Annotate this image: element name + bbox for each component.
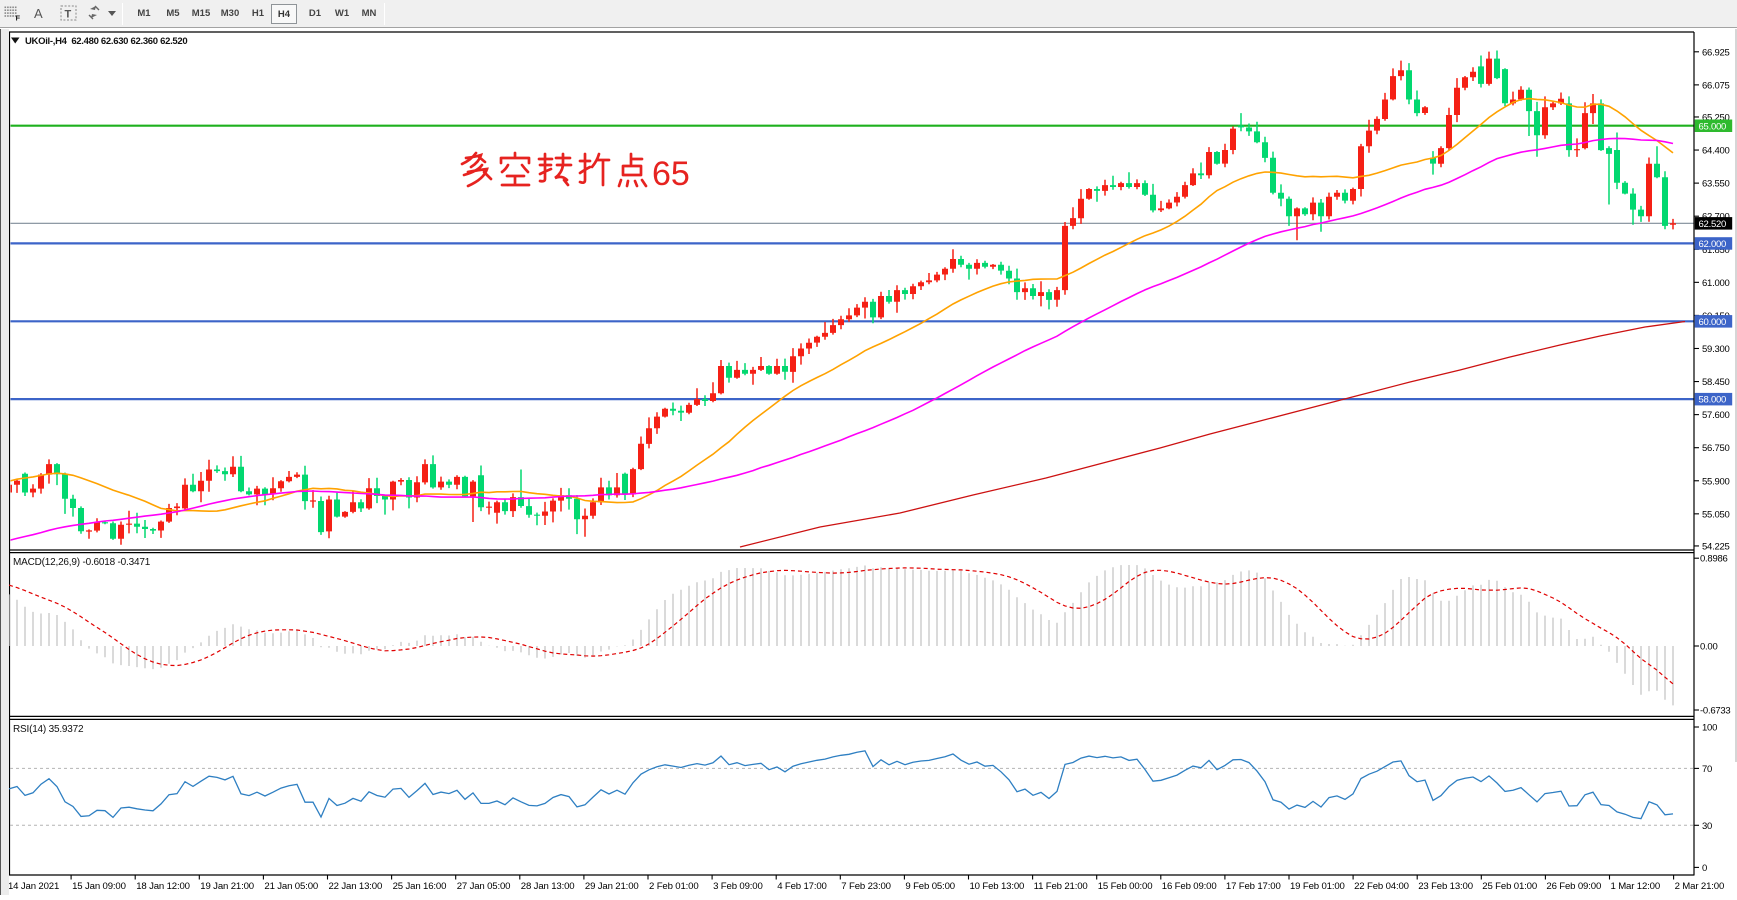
svg-text:22 Feb 04:00: 22 Feb 04:00 xyxy=(1354,881,1409,892)
svg-text:62.520: 62.520 xyxy=(1699,219,1727,230)
svg-text:29 Jan 21:00: 29 Jan 21:00 xyxy=(585,881,639,892)
svg-text:T: T xyxy=(65,9,72,21)
svg-text:65.000: 65.000 xyxy=(1699,121,1727,132)
svg-text:23 Feb 13:00: 23 Feb 13:00 xyxy=(1418,881,1473,892)
svg-text:100: 100 xyxy=(1702,723,1717,734)
svg-text:62.000: 62.000 xyxy=(1699,239,1727,250)
svg-text:70: 70 xyxy=(1702,764,1712,775)
svg-text:25 Feb 01:00: 25 Feb 01:00 xyxy=(1482,881,1537,892)
svg-text:15 Feb 00:00: 15 Feb 00:00 xyxy=(1098,881,1153,892)
svg-text:27 Jan 05:00: 27 Jan 05:00 xyxy=(457,881,511,892)
svg-text:63.550: 63.550 xyxy=(1702,179,1730,190)
svg-text:7 Feb 23:00: 7 Feb 23:00 xyxy=(841,881,891,892)
svg-text:0.8986: 0.8986 xyxy=(1700,554,1728,565)
svg-text:3 Feb 09:00: 3 Feb 09:00 xyxy=(713,881,763,892)
svg-text:10 Feb 13:00: 10 Feb 13:00 xyxy=(970,881,1025,892)
svg-text:0.00: 0.00 xyxy=(1700,642,1718,653)
svg-text:66.075: 66.075 xyxy=(1702,80,1730,91)
svg-text:19 Feb 01:00: 19 Feb 01:00 xyxy=(1290,881,1345,892)
svg-text:58.000: 58.000 xyxy=(1699,395,1727,406)
svg-text:UKOil-,H4 62.480 62.630 62.36: UKOil-,H4 62.480 62.630 62.360 62.520 xyxy=(25,36,187,47)
svg-text:A: A xyxy=(34,6,43,21)
svg-text:F: F xyxy=(16,14,21,23)
svg-text:17 Feb 17:00: 17 Feb 17:00 xyxy=(1226,881,1281,892)
svg-text:RSI(14) 35.9372: RSI(14) 35.9372 xyxy=(13,724,84,735)
svg-text:1 Mar 12:00: 1 Mar 12:00 xyxy=(1611,881,1661,892)
svg-text:MACD(12,26,9) -0.6018 -0.3471: MACD(12,26,9) -0.6018 -0.3471 xyxy=(13,557,151,568)
svg-text:60.000: 60.000 xyxy=(1699,317,1727,328)
svg-text:59.300: 59.300 xyxy=(1702,344,1730,355)
svg-text:61.850: 61.850 xyxy=(1702,245,1730,256)
svg-text:2 Feb 01:00: 2 Feb 01:00 xyxy=(649,881,699,892)
svg-text:18 Jan 12:00: 18 Jan 12:00 xyxy=(136,881,190,892)
svg-text:65.250: 65.250 xyxy=(1702,112,1730,123)
svg-text:26 Feb 09:00: 26 Feb 09:00 xyxy=(1546,881,1601,892)
svg-text:22 Jan 13:00: 22 Jan 13:00 xyxy=(329,881,383,892)
svg-text:66.925: 66.925 xyxy=(1702,47,1730,58)
svg-text:25 Jan 16:00: 25 Jan 16:00 xyxy=(393,881,447,892)
svg-text:55.050: 55.050 xyxy=(1702,509,1730,520)
svg-text:21 Jan 05:00: 21 Jan 05:00 xyxy=(264,881,318,892)
svg-text:9 Feb 05:00: 9 Feb 05:00 xyxy=(905,881,955,892)
svg-text:64.400: 64.400 xyxy=(1702,146,1730,157)
svg-text:65: 65 xyxy=(652,155,690,193)
svg-text:16 Feb 09:00: 16 Feb 09:00 xyxy=(1162,881,1217,892)
svg-text:-0.6733: -0.6733 xyxy=(1700,706,1730,717)
svg-text:15 Jan 09:00: 15 Jan 09:00 xyxy=(72,881,126,892)
svg-text:54.225: 54.225 xyxy=(1702,541,1730,552)
svg-text:28 Jan 13:00: 28 Jan 13:00 xyxy=(521,881,575,892)
svg-text:0: 0 xyxy=(1702,863,1707,874)
svg-text:14 Jan 2021: 14 Jan 2021 xyxy=(8,881,59,892)
svg-text:57.600: 57.600 xyxy=(1702,410,1730,421)
svg-text:58.450: 58.450 xyxy=(1702,377,1730,388)
svg-text:11 Feb 21:00: 11 Feb 21:00 xyxy=(1034,881,1088,892)
svg-text:4 Feb 17:00: 4 Feb 17:00 xyxy=(777,881,827,892)
svg-text:2 Mar 21:00: 2 Mar 21:00 xyxy=(1675,881,1725,892)
svg-text:55.900: 55.900 xyxy=(1702,476,1730,487)
svg-text:19 Jan 21:00: 19 Jan 21:00 xyxy=(200,881,254,892)
svg-text:56.750: 56.750 xyxy=(1702,443,1730,454)
svg-text:30: 30 xyxy=(1702,821,1712,832)
svg-text:61.000: 61.000 xyxy=(1702,278,1730,289)
